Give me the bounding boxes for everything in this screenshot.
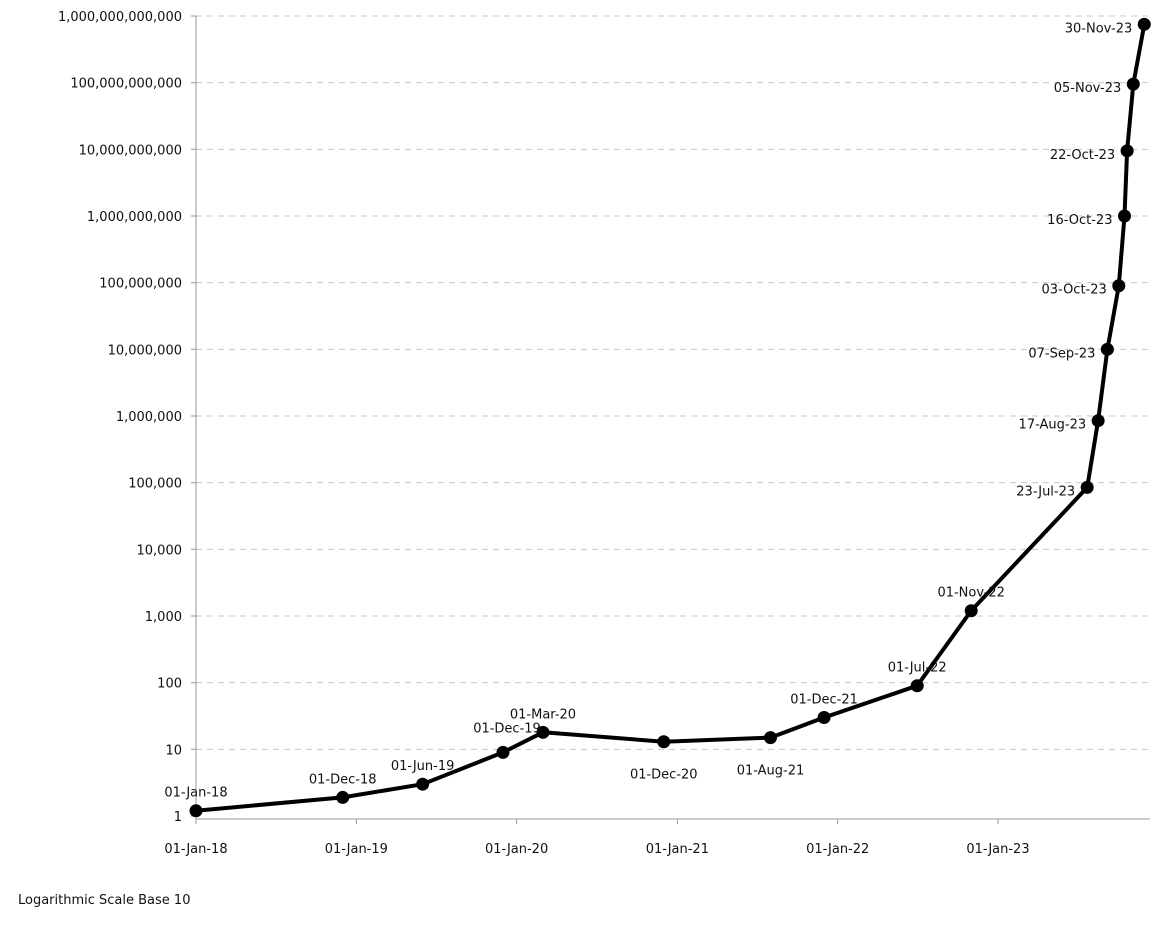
y-tick-label: 10,000	[137, 543, 183, 558]
x-tick-label: 01-Jan-19	[325, 842, 388, 857]
data-label: 01-Mar-20	[510, 707, 576, 722]
data-point	[336, 790, 350, 804]
y-tick-label: 1	[174, 810, 182, 825]
data-point	[536, 725, 550, 739]
y-tick-label: 1,000,000,000,000	[58, 10, 182, 25]
data-point	[1120, 144, 1134, 158]
y-tick-label: 1,000	[145, 610, 182, 625]
data-series	[194, 22, 1147, 813]
data-label: 17-Aug-23	[1019, 418, 1087, 433]
data-label: 01-Nov-22	[937, 586, 1005, 601]
y-tick-label: 100	[157, 677, 182, 692]
x-tick-label: 01-Jan-23	[966, 842, 1029, 857]
data-label: 05-Nov-23	[1054, 81, 1122, 96]
y-tick-labels: 1 10 100 1,000 10,000 100,000 1,000,000 10,000,…	[58, 10, 182, 825]
data-point	[1080, 480, 1094, 494]
data-labels: 01-Jan-18 01-Dec-18 01-Jun-19 01-Dec-1901-M…	[164, 21, 1132, 800]
data-label: 01-Dec-19	[473, 721, 541, 736]
data-point	[416, 777, 430, 791]
data-label: 01-Jun-19	[391, 759, 455, 774]
x-tick-label: 01-Jan-20	[485, 842, 548, 857]
data-label: 03-Oct-23	[1041, 283, 1106, 298]
data-markers	[189, 17, 1151, 818]
data-point	[1112, 279, 1126, 293]
data-label: 01-Dec-21	[790, 693, 858, 708]
y-tick-label: 1,000,000	[116, 410, 182, 425]
y-tick-label: 10	[165, 743, 182, 758]
data-point	[763, 731, 777, 745]
x-tick-label: 01-Jan-18	[164, 842, 227, 857]
data-label: 01-Jan-18	[164, 786, 227, 801]
data-point	[1137, 17, 1151, 31]
data-label: 01-Dec-20	[630, 768, 698, 783]
data-label: 23-Jul-23	[1016, 484, 1075, 499]
y-tick-label: 100,000	[128, 477, 182, 492]
x-tick-label: 01-Jan-22	[806, 842, 869, 857]
data-point	[964, 604, 978, 618]
data-point	[910, 679, 924, 693]
data-point	[1091, 414, 1105, 428]
gridlines	[196, 15, 1150, 750]
data-point	[817, 711, 831, 725]
data-label: 22-Oct-23	[1050, 148, 1115, 163]
y-tick-label: 10,000,000	[108, 343, 182, 358]
data-label: 01-Dec-18	[309, 772, 377, 787]
data-point	[1117, 209, 1131, 223]
x-tick-labels: 01-Jan-18 01-Jan-19 01-Jan-20 01-Jan-21 01-J…	[164, 842, 1029, 857]
series-line	[194, 22, 1147, 813]
data-point	[496, 745, 510, 759]
data-label: 01-Jul-22	[888, 661, 947, 676]
data-label: 16-Oct-23	[1047, 213, 1112, 228]
data-point	[657, 735, 671, 749]
data-label: 07-Sep-23	[1028, 346, 1095, 361]
x-tick-label: 01-Jan-21	[646, 842, 709, 857]
y-tick-label: 1,000,000,000	[87, 210, 182, 225]
data-label: 01-Aug-21	[737, 764, 805, 779]
data-point	[1100, 342, 1114, 356]
y-tick-label: 10,000,000,000	[79, 143, 182, 158]
data-label: 30-Nov-23	[1065, 21, 1133, 36]
y-tick-label: 100,000,000	[99, 277, 182, 292]
scale-footnote: Logarithmic Scale Base 10	[18, 893, 191, 908]
axes	[191, 15, 1150, 824]
data-point	[1126, 77, 1140, 91]
data-point	[189, 804, 203, 818]
y-tick-label: 100,000,000,000	[70, 77, 182, 92]
